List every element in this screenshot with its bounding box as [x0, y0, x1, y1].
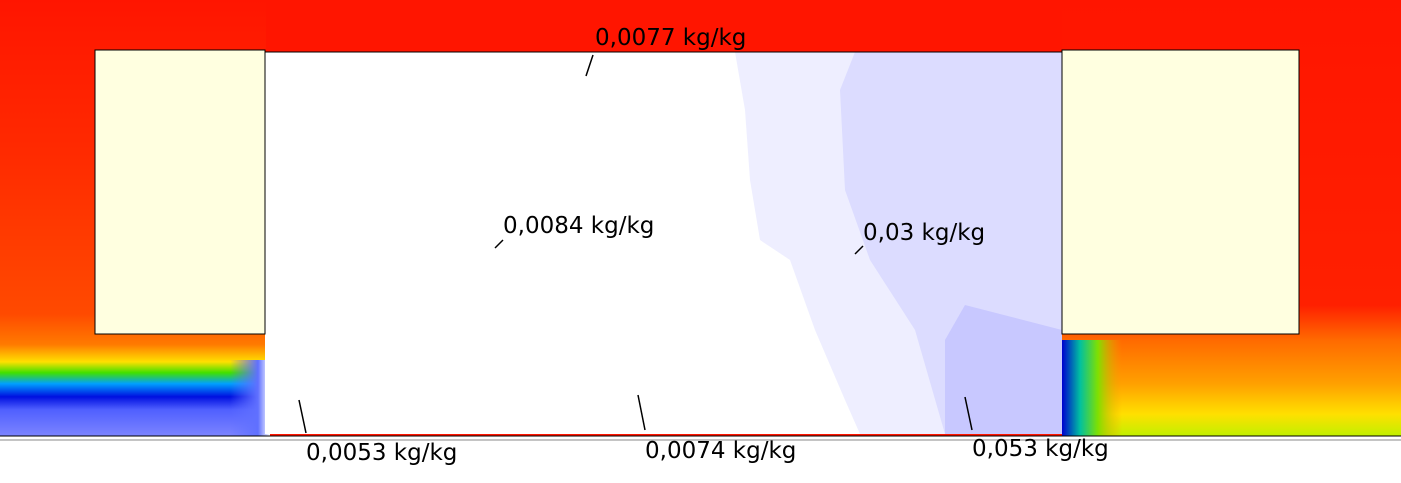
annotation: 0,0074 kg/kg	[645, 438, 796, 464]
leader-line	[585, 54, 594, 77]
zone-dark	[945, 305, 1062, 434]
leader-line	[854, 245, 864, 255]
leader-line	[964, 396, 973, 431]
leader-line	[298, 399, 307, 434]
annotation: 0,053 kg/kg	[972, 436, 1109, 462]
leader-line	[637, 394, 646, 431]
annotation: 0,03 kg/kg	[863, 220, 985, 246]
annotation: 0,0077 kg/kg	[595, 25, 746, 51]
right-wall-layer	[1062, 340, 1122, 436]
left-block	[94, 49, 266, 335]
right-block	[1061, 49, 1300, 335]
annotation: 0,0084 kg/kg	[503, 213, 654, 239]
left-wall-layer	[230, 360, 270, 436]
annotation: 0,0053 kg/kg	[306, 440, 457, 466]
leader-line	[494, 239, 504, 249]
